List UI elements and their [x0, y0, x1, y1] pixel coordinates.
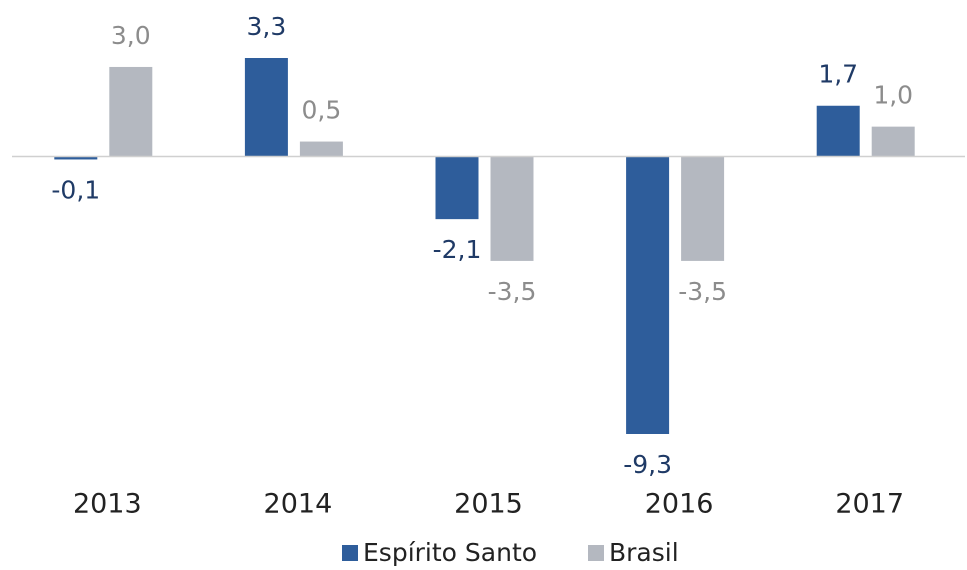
- x-tick-label: 2017: [835, 489, 904, 520]
- data-label: 1,7: [818, 60, 858, 89]
- x-tick-label: 2013: [73, 489, 142, 520]
- bar: [435, 156, 479, 220]
- bar: [816, 105, 860, 157]
- data-label: -9,3: [623, 450, 672, 479]
- data-label: -2,1: [433, 235, 482, 264]
- legend-label: Espírito Santo: [363, 538, 537, 567]
- legend-label: Brasil: [609, 538, 679, 567]
- legend-swatch: [588, 545, 604, 561]
- bar: [871, 126, 915, 157]
- data-label: -3,5: [678, 277, 727, 306]
- bar: [681, 156, 725, 261]
- x-tick-label: 2014: [264, 489, 333, 520]
- bar: [109, 66, 153, 157]
- data-label: 1,0: [873, 81, 913, 110]
- bar: [299, 141, 343, 157]
- x-tick-label: 2015: [454, 489, 523, 520]
- data-label: -0,1: [51, 175, 100, 204]
- bar: [54, 156, 98, 160]
- legend-swatch: [342, 545, 358, 561]
- data-label: -3,5: [488, 277, 537, 306]
- bar: [490, 156, 534, 261]
- data-label: 3,3: [247, 12, 287, 41]
- bar: [244, 58, 288, 157]
- data-label: 3,0: [111, 21, 151, 50]
- bar: [626, 156, 670, 434]
- x-tick-label: 2016: [645, 489, 714, 520]
- data-label: 0,5: [302, 96, 342, 125]
